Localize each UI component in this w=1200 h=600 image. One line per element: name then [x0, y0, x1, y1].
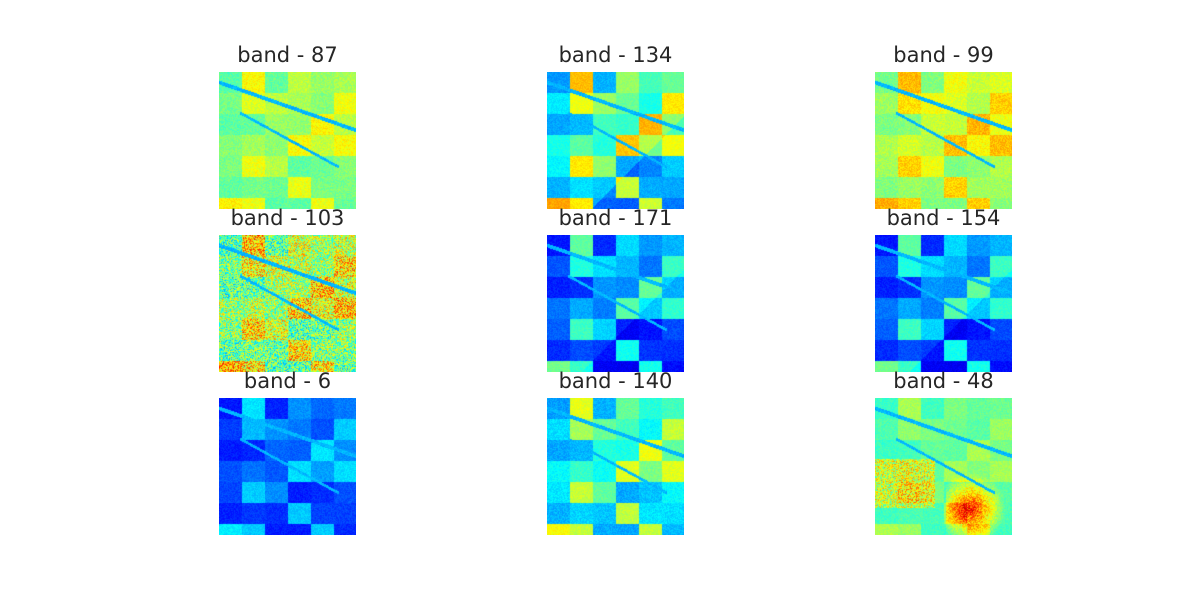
band-image: [547, 72, 684, 209]
band-image: [875, 398, 1012, 535]
panel-title: band - 154: [886, 206, 1001, 230]
band-image: [219, 72, 356, 209]
panel-title: band - 99: [893, 43, 994, 67]
band-image: [219, 235, 356, 372]
band-image: [547, 235, 684, 372]
panel-title: band - 134: [558, 43, 673, 67]
panel-title: band - 87: [237, 43, 338, 67]
panel-title: band - 6: [243, 369, 332, 393]
panel-title: band - 140: [558, 369, 673, 393]
band-image: [875, 235, 1012, 372]
band-image: [875, 72, 1012, 209]
panel-title: band - 48: [893, 369, 994, 393]
panel-title: band - 171: [558, 206, 673, 230]
panel-title: band - 103: [230, 206, 345, 230]
band-image: [219, 398, 356, 535]
band-image: [547, 398, 684, 535]
